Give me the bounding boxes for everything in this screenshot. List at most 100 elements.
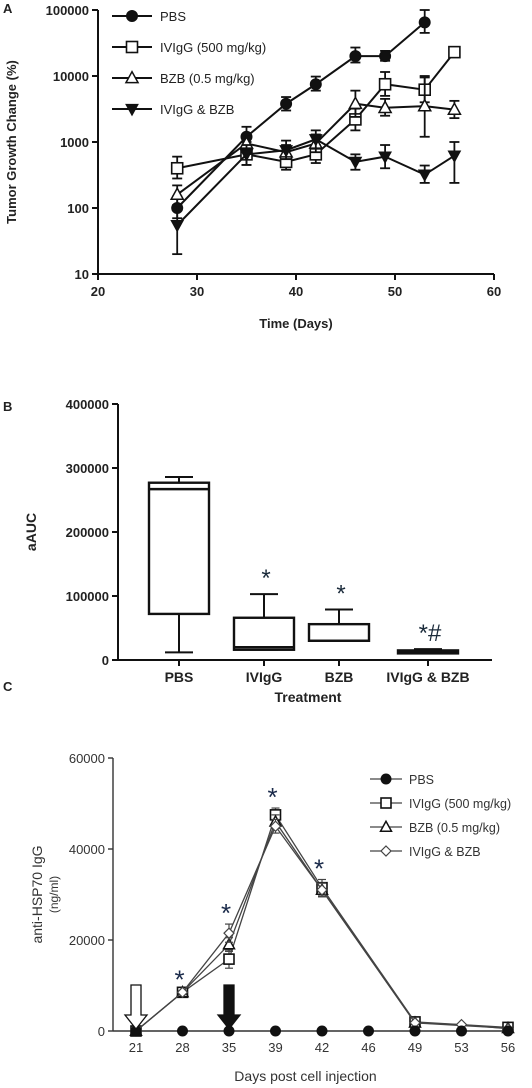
significance-mark-b: * xyxy=(261,565,270,592)
significance-mark-c: * xyxy=(314,853,324,883)
data-point-c xyxy=(222,937,236,950)
y-tick-label-a: 100 xyxy=(67,201,89,216)
treatment-arrow-open xyxy=(123,984,149,1031)
data-point-c xyxy=(269,820,282,833)
x-tick-label-c: 49 xyxy=(408,1040,422,1055)
legend-label-c: IVIgG & BZB xyxy=(409,845,481,859)
significance-mark-b: * xyxy=(336,580,345,607)
legend-marker-a xyxy=(126,10,138,22)
y-axis-title-unit-c: (ng/ml) xyxy=(47,876,61,913)
data-point-a xyxy=(448,45,461,59)
x-tick-label-c: 28 xyxy=(175,1040,189,1055)
y-tick-label-b: 0 xyxy=(102,653,109,668)
data-point-a xyxy=(417,98,433,112)
panel-label-a: A xyxy=(3,1,13,16)
legend-label-a: IVIgG (500 mg/kg) xyxy=(160,40,266,55)
data-point-c xyxy=(223,953,235,965)
data-point-a xyxy=(378,77,392,91)
data-point-a xyxy=(280,97,293,110)
data-point-a xyxy=(170,219,185,233)
x-axis-title-c: Days post cell injection xyxy=(234,1068,376,1084)
y-tick-label-a: 1000 xyxy=(60,135,89,150)
y-tick-label-a: 100000 xyxy=(46,3,89,18)
legend-label-a: IVIgG & BZB xyxy=(160,102,234,117)
data-point-a xyxy=(169,186,185,200)
data-point-a xyxy=(378,151,392,165)
x-axis-title-a: Time (Days) xyxy=(259,316,332,331)
y-tick-label-c: 0 xyxy=(98,1024,105,1039)
legend-marker-a xyxy=(125,40,139,54)
legend-marker-a xyxy=(124,70,140,84)
panel-label-c: C xyxy=(3,679,13,694)
box-b xyxy=(232,616,296,651)
legend-label-a: PBS xyxy=(160,9,186,24)
x-tick-label-a: 30 xyxy=(190,284,204,299)
significance-mark-c: * xyxy=(221,898,231,928)
data-point-a xyxy=(379,50,392,63)
data-point-a xyxy=(349,50,362,63)
x-tick-label-a: 60 xyxy=(487,284,501,299)
data-point-a xyxy=(447,101,462,115)
series-line-a xyxy=(176,102,455,196)
x-tick-label-c: 39 xyxy=(268,1040,282,1055)
significance-mark-c: * xyxy=(267,782,277,812)
panel-c: C 0 20000 40000 60000 21 28 35 39 42 46 49 53 56 Days … xyxy=(3,679,515,1084)
treatment-arrow-filled xyxy=(216,984,242,1031)
y-tick-label-a: 10 xyxy=(75,267,89,282)
legend-label-c: PBS xyxy=(409,773,434,787)
data-point-c xyxy=(316,1025,328,1037)
box-b xyxy=(307,622,371,642)
data-point-a xyxy=(417,169,432,183)
data-point-a xyxy=(348,156,363,170)
y-tick-label-c: 40000 xyxy=(69,842,105,857)
x-tick-label-a: 40 xyxy=(289,284,303,299)
data-point-c xyxy=(456,1025,467,1037)
data-point-a xyxy=(309,78,322,91)
x-axis-title-b: Treatment xyxy=(275,689,342,705)
data-point-c xyxy=(409,1025,421,1037)
y-tick-label-a: 10000 xyxy=(53,69,89,84)
series-line-c xyxy=(135,824,509,1032)
y-tick-label-b: 400000 xyxy=(66,397,109,412)
data-point-c xyxy=(270,1025,281,1037)
data-point-c xyxy=(177,1025,188,1037)
data-point-c xyxy=(363,1025,374,1037)
category-label-b: IVIgG xyxy=(246,669,283,685)
x-tick-label-c: 42 xyxy=(315,1040,329,1055)
panel-label-b: B xyxy=(3,399,12,414)
data-point-c xyxy=(176,986,189,999)
data-point-a xyxy=(239,149,254,162)
data-point-a xyxy=(170,161,184,175)
x-tick-label-c: 21 xyxy=(129,1040,143,1055)
y-tick-label-b: 200000 xyxy=(66,525,109,540)
x-tick-label-c: 35 xyxy=(222,1040,236,1055)
data-point-a xyxy=(447,150,462,164)
panel-a: A 10 100 1000 10000 100000 20 30 40 50 60 Time (Day… xyxy=(3,1,501,331)
data-point-a xyxy=(308,134,323,147)
data-point-c xyxy=(223,927,235,940)
legend-label-a: BZB (0.5 mg/kg) xyxy=(160,71,255,86)
legend-label-c: BZB (0.5 mg/kg) xyxy=(409,821,500,835)
x-tick-label-a: 50 xyxy=(388,284,402,299)
data-point-a xyxy=(279,145,293,158)
legend-marker-a xyxy=(125,103,139,117)
y-axis-title-c: anti-HSP70 IgG xyxy=(29,845,45,943)
box-b xyxy=(147,481,211,616)
y-axis-title-b: aAUC xyxy=(23,513,39,551)
data-point-a xyxy=(418,16,431,29)
category-label-b: IVIgG & BZB xyxy=(386,669,469,685)
legend-marker-c xyxy=(379,819,393,832)
panel-b: B 0 100000 200000 300000 400000 aAUC PBS IVIgG BZ… xyxy=(3,397,492,705)
y-tick-label-b: 100000 xyxy=(66,589,109,604)
x-tick-label-c: 53 xyxy=(454,1040,468,1055)
data-point-a xyxy=(377,99,393,114)
legend-label-c: IVIgG (500 mg/kg) xyxy=(409,797,511,811)
x-tick-label-c: 56 xyxy=(501,1040,515,1055)
data-point-c xyxy=(316,884,328,896)
legend-marker-c xyxy=(380,797,392,809)
x-tick-label-a: 20 xyxy=(91,284,105,299)
legend-marker-c xyxy=(380,845,392,857)
data-point-a xyxy=(348,95,363,110)
series-line-a xyxy=(176,138,455,226)
